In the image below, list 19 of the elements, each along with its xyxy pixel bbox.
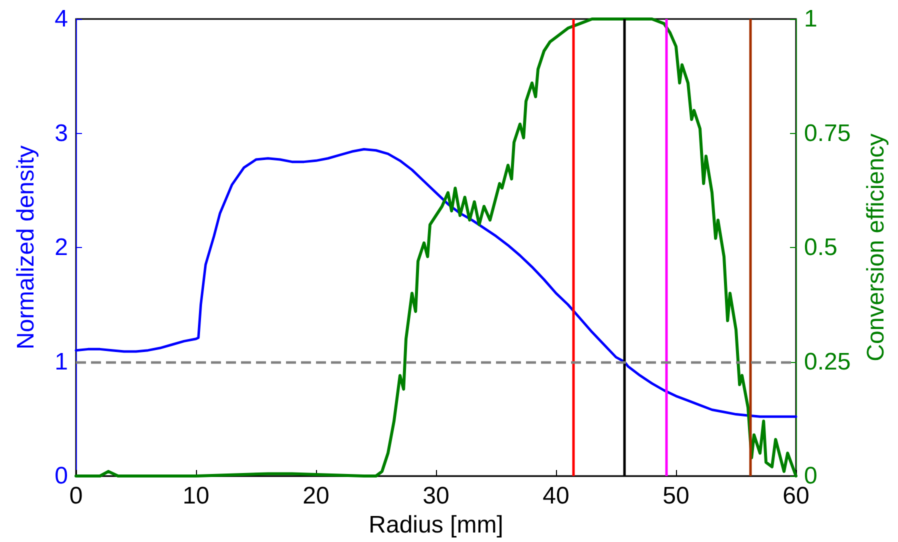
x-axis-title: Radius [mm] xyxy=(368,511,504,538)
y-axis-title: Normalized density xyxy=(12,145,40,350)
y-tick-label: 0 xyxy=(54,462,68,490)
x-tick-label: 60 xyxy=(782,482,810,510)
x-tick-label: 10 xyxy=(182,482,210,510)
y-tick-label: 2 xyxy=(54,234,68,261)
x-tick-label: 30 xyxy=(422,482,450,510)
y2-axis-title: Conversion efficiency xyxy=(862,134,890,362)
x-tick-label: 20 xyxy=(302,482,330,510)
y-tick-label: 1 xyxy=(54,348,68,376)
y2-tick-label: 0.5 xyxy=(804,234,838,261)
line-series xyxy=(74,148,798,418)
y2-tick-label: 1 xyxy=(804,6,818,32)
y2-tick-label: 0.25 xyxy=(804,348,851,376)
y-tick-label: 3 xyxy=(54,120,68,147)
y-tick-label: 4 xyxy=(54,6,68,32)
x-tick-label: 50 xyxy=(662,482,690,510)
y2-tick-label: 0.75 xyxy=(804,120,851,147)
x-tick-label: 40 xyxy=(542,482,570,510)
